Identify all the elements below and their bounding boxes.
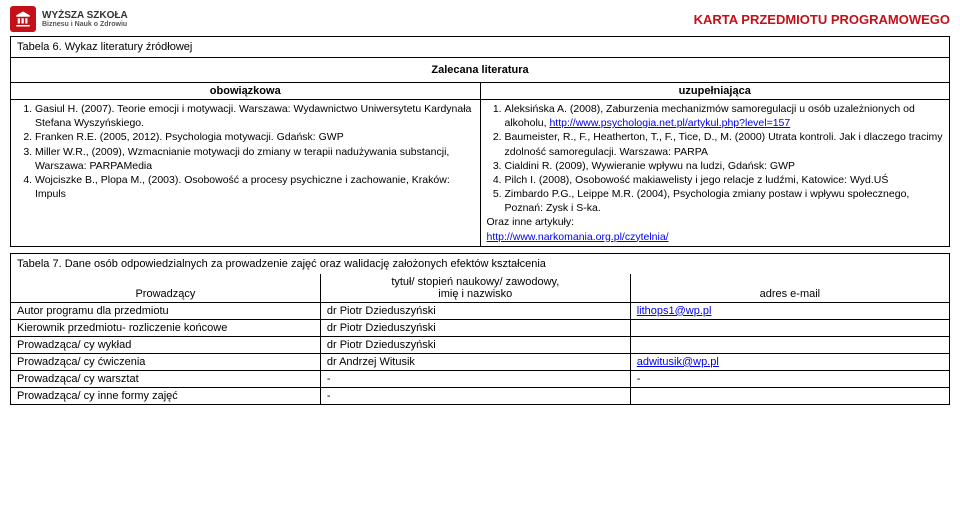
list-item: Wojciszke B., Plopa M., (2003). Osobowoś… xyxy=(35,173,474,201)
role-cell: Prowadząca/ cy warsztat xyxy=(11,370,321,387)
table6-col1-header: obowiązkowa xyxy=(11,83,481,100)
table7-head-tytul: tytuł/ stopień naukowy/ zawodowy, imię i… xyxy=(320,274,630,303)
table-row: Kierownik przedmiotu- rozliczenie końcow… xyxy=(11,319,950,336)
name-cell: dr Piotr Dzieduszyński xyxy=(320,336,630,353)
name-cell: - xyxy=(320,387,630,404)
mail-cell: adwitusik@wp.pl xyxy=(630,353,949,370)
school-line1: WYŻSZA SZKOŁA xyxy=(42,10,128,21)
mail-cell: lithops1@wp.pl xyxy=(630,302,949,319)
document-page: WYŻSZA SZKOŁA Biznesu i Nauk o Zdrowiu K… xyxy=(0,0,960,411)
school-name: WYŻSZA SZKOŁA Biznesu i Nauk o Zdrowiu xyxy=(42,10,128,29)
table-6-literature: Tabela 6. Wykaz literatury źródłowej Zal… xyxy=(10,36,950,247)
role-cell: Prowadząca/ cy ćwiczenia xyxy=(11,353,321,370)
email-link[interactable]: adwitusik@wp.pl xyxy=(637,356,719,368)
list-item: Pilch I. (2008), Osobowość makiawelisty … xyxy=(505,173,944,187)
role-cell: Prowadząca/ cy wykład xyxy=(11,336,321,353)
list-item: Gasiul H. (2007). Teorie emocji i motywa… xyxy=(35,102,474,130)
list-item: Miller W.R., (2009), Wzmacnianie motywac… xyxy=(35,145,474,173)
table-row: Prowadząca/ cy inne formy zajęć - xyxy=(11,387,950,404)
table-row: Autor programu dla przedmiotu dr Piotr D… xyxy=(11,302,950,319)
header-banner: WYŻSZA SZKOŁA Biznesu i Nauk o Zdrowiu K… xyxy=(10,6,950,32)
name-cell: dr Andrzej Witusik xyxy=(320,353,630,370)
role-cell: Prowadząca/ cy inne formy zajęć xyxy=(11,387,321,404)
table6-caption: Tabela 6. Wykaz literatury źródłowej xyxy=(11,37,950,58)
list-item: Aleksińska A. (2008), Zaburzenia mechani… xyxy=(505,102,944,130)
school-line2: Biznesu i Nauk o Zdrowiu xyxy=(42,21,128,29)
table-7-persons: Tabela 7. Dane osób odpowiedzialnych za … xyxy=(10,253,950,405)
table6-obowiazkowa-cell: Gasiul H. (2007). Teorie emocji i motywa… xyxy=(11,100,481,247)
list-item: Franken R.E. (2005, 2012). Psychologia m… xyxy=(35,130,474,144)
document-title: KARTA PRZEDMIOTU PROGRAMOWEGO xyxy=(694,12,950,27)
mail-cell xyxy=(630,387,949,404)
email-link[interactable]: lithops1@wp.pl xyxy=(637,305,712,317)
table7-caption: Tabela 7. Dane osób odpowiedzialnych za … xyxy=(11,253,950,274)
name-cell: - xyxy=(320,370,630,387)
name-cell: dr Piotr Dzieduszyński xyxy=(320,302,630,319)
role-cell: Autor programu dla przedmiotu xyxy=(11,302,321,319)
table6-zalecana: Zalecana literatura xyxy=(11,58,950,83)
table6-col2-header: uzupełniająca xyxy=(480,83,950,100)
table6-uzupelniajaca-cell: Aleksińska A. (2008), Zaburzenia mechani… xyxy=(480,100,950,247)
role-cell: Kierownik przedmiotu- rozliczenie końcow… xyxy=(11,319,321,336)
list-item: Cialdini R. (2009), Wywieranie wpływu na… xyxy=(505,159,944,173)
name-cell: dr Piotr Dzieduszyński xyxy=(320,319,630,336)
obowiazkowa-list: Gasiul H. (2007). Teorie emocji i motywa… xyxy=(35,102,474,201)
logo-icon xyxy=(10,6,36,32)
school-logo-block: WYŻSZA SZKOŁA Biznesu i Nauk o Zdrowiu xyxy=(10,6,128,32)
mail-cell xyxy=(630,319,949,336)
list-item: Baumeister, R., F., Heatherton, T., F., … xyxy=(505,130,944,158)
mail-cell: - xyxy=(630,370,949,387)
table-row: Prowadząca/ cy ćwiczenia dr Andrzej Witu… xyxy=(11,353,950,370)
oraz-inne-link[interactable]: http://www.narkomania.org.pl/czytelnia/ xyxy=(487,231,669,243)
table7-head-prowadzacy: Prowadzący xyxy=(11,274,321,303)
mail-cell xyxy=(630,336,949,353)
uzupelniajaca-list: Aleksińska A. (2008), Zaburzenia mechani… xyxy=(505,102,944,215)
table7-head-mail: adres e-mail xyxy=(630,274,949,303)
list-item: Zimbardo P.G., Leippe M.R. (2004), Psych… xyxy=(505,187,944,215)
link[interactable]: http://www.psychologia.net.pl/artykul.ph… xyxy=(549,117,790,129)
oraz-inne-label: Oraz inne artykuły: xyxy=(487,215,944,229)
table-row: Prowadząca/ cy warsztat - - xyxy=(11,370,950,387)
table-row: Prowadząca/ cy wykład dr Piotr Dzieduszy… xyxy=(11,336,950,353)
